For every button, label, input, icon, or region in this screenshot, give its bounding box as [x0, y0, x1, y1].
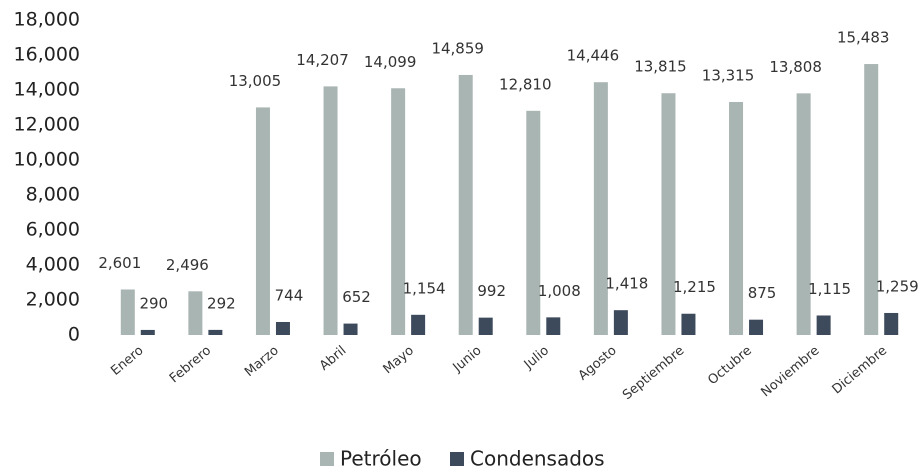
bar [343, 323, 358, 335]
y-tick-label: 14,000 [14, 79, 80, 101]
value-label: 1,215 [673, 278, 716, 296]
bar [546, 317, 561, 335]
x-tick-label: Enero [108, 343, 146, 379]
y-tick-label: 12,000 [14, 114, 80, 136]
bar [593, 82, 608, 335]
bar [613, 310, 628, 335]
bar [661, 93, 676, 335]
value-label: 13,815 [634, 58, 687, 76]
x-tick-label: Octubre [705, 343, 755, 388]
bar [864, 64, 879, 336]
bar [255, 107, 270, 335]
value-label: 13,808 [769, 58, 822, 76]
x-tick-label: Noviembre [758, 343, 822, 400]
value-label: 652 [342, 288, 371, 306]
x-tick-label: Agosto [576, 343, 620, 383]
value-label: 13,315 [702, 66, 755, 84]
bar [188, 291, 203, 335]
bar [391, 88, 406, 335]
bar [140, 329, 155, 335]
y-tick-label: 10,000 [14, 149, 80, 171]
bar [749, 319, 764, 335]
legend-swatch [450, 452, 464, 466]
value-label: 744 [275, 286, 304, 304]
bar [526, 110, 541, 335]
bar [816, 315, 831, 335]
bar [411, 314, 426, 335]
value-label: 1,008 [538, 282, 581, 300]
value-label: 1,154 [403, 279, 446, 297]
bar [323, 86, 338, 335]
x-tick-label: Abril [317, 343, 349, 374]
bar [120, 289, 135, 335]
bar [275, 321, 290, 335]
bar [478, 317, 493, 335]
value-label: 1,259 [876, 277, 919, 295]
value-label: 2,496 [166, 256, 209, 274]
legend-label: Petróleo [340, 447, 422, 471]
bar [729, 101, 744, 335]
x-tick-label: Junio [450, 343, 485, 376]
y-tick-label: 6,000 [26, 219, 80, 241]
value-label: 14,446 [567, 47, 620, 65]
x-tick-label: Julio [521, 343, 552, 373]
value-label: 1,115 [808, 280, 851, 298]
value-label: 1,418 [605, 275, 648, 293]
value-label: 292 [207, 294, 236, 312]
bar [884, 312, 899, 335]
value-label: 290 [139, 294, 168, 312]
value-label: 14,207 [296, 51, 349, 69]
value-label: 14,859 [431, 39, 484, 57]
value-label: 14,099 [364, 53, 417, 71]
legend-label: Condensados [470, 447, 605, 471]
y-tick-label: 2,000 [26, 289, 80, 311]
legend-swatch [320, 452, 334, 466]
value-label: 13,005 [229, 72, 282, 90]
y-tick-label: 8,000 [26, 184, 80, 206]
value-label: 2,601 [98, 254, 141, 272]
bar [796, 93, 811, 335]
bar [681, 313, 696, 335]
value-label: 875 [748, 284, 777, 302]
y-tick-label: 16,000 [14, 44, 80, 66]
x-tick-label: Marzo [242, 343, 282, 380]
bar [208, 329, 223, 335]
y-tick-label: 4,000 [26, 254, 80, 276]
x-tick-label: Mayo [381, 343, 417, 377]
bar [458, 74, 473, 335]
value-label: 992 [477, 282, 506, 300]
x-tick-label: Febrero [167, 343, 214, 386]
y-tick-label: 0 [68, 324, 80, 346]
y-tick-label: 18,000 [14, 9, 80, 31]
x-tick-label: Diciembre [830, 343, 890, 397]
x-tick-label: Septiembre [620, 343, 687, 403]
value-label: 15,483 [837, 29, 890, 47]
value-label: 12,810 [499, 75, 552, 93]
